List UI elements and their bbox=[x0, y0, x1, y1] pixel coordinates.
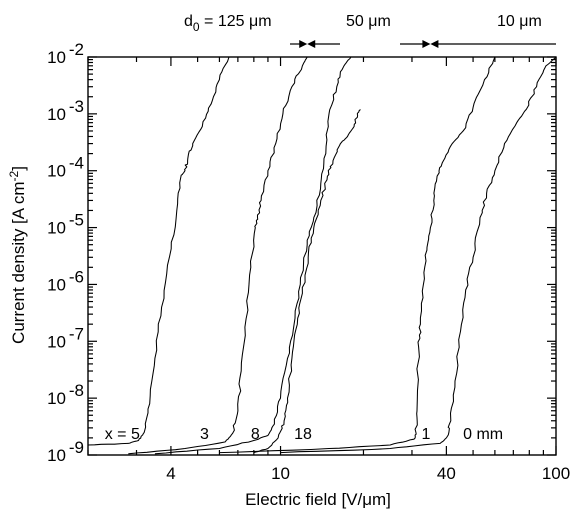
spacing-label-50: 50 μm bbox=[346, 13, 391, 30]
spacing-label-125: d0 = 125 μm bbox=[184, 13, 272, 34]
arrowhead-50-left bbox=[307, 40, 316, 48]
y-axis-label: Current density [A cm-2] bbox=[7, 166, 28, 344]
y-tick-label: 10 bbox=[47, 219, 66, 238]
curve-series-1 bbox=[128, 56, 308, 455]
curve-label-group: x = 5 3 8 18 1 0 mm bbox=[105, 426, 503, 443]
curve-series-3 bbox=[253, 109, 361, 454]
y-tick-exponent: -5 bbox=[69, 211, 84, 230]
x-tick-label: 100 bbox=[542, 464, 570, 483]
x-tick-label: 40 bbox=[437, 464, 456, 483]
y-tick-exponent: -3 bbox=[69, 97, 84, 116]
curve-series-2 bbox=[154, 56, 352, 455]
curve-group bbox=[87, 56, 557, 455]
y-tick-label: 10 bbox=[47, 446, 66, 465]
y-tick-exponent: -6 bbox=[69, 267, 84, 286]
curve-label-4: 1 bbox=[422, 426, 431, 443]
y-tick-label: 10 bbox=[47, 162, 66, 181]
curve-series-4 bbox=[219, 56, 496, 454]
x-tick-label: 10 bbox=[271, 464, 290, 483]
arrowhead-50-right bbox=[422, 40, 431, 48]
y-tick-label: 10 bbox=[47, 105, 66, 124]
y-tick-exponent: -7 bbox=[69, 324, 84, 343]
curve-label-5: 0 mm bbox=[463, 426, 503, 443]
tick-group: 10 -910 -810 -710 -610 -510 -410 -310 -24 10 40 100 bbox=[47, 40, 570, 483]
y-tick-exponent: -8 bbox=[69, 381, 84, 400]
curve-series-5 bbox=[280, 56, 557, 454]
y-tick-label: 10 bbox=[47, 48, 66, 67]
x-tick-label: 4 bbox=[166, 464, 175, 483]
arrowhead-125-right bbox=[299, 40, 308, 48]
y-tick-exponent: -2 bbox=[69, 40, 84, 59]
x-axis-label: Electric field [V/μm] bbox=[245, 490, 391, 509]
plot-frame bbox=[87, 56, 557, 456]
plot-area bbox=[87, 56, 557, 456]
curve-label-1: 3 bbox=[200, 426, 209, 443]
y-tick-exponent: -4 bbox=[69, 154, 84, 173]
y-tick-label: 10 bbox=[47, 389, 66, 408]
spacing-annotation-group: d0 = 125 μm 50 μm 10 μm bbox=[184, 13, 556, 48]
curve-label-0: x = 5 bbox=[105, 426, 140, 443]
spacing-label-10: 10 μm bbox=[497, 13, 542, 30]
y-tick-exponent: -9 bbox=[69, 438, 84, 457]
y-tick-label: 10 bbox=[47, 275, 66, 294]
curve-series-0 bbox=[87, 56, 230, 446]
curve-label-3: 18 bbox=[294, 426, 312, 443]
curve-label-2: 8 bbox=[251, 426, 260, 443]
y-tick-label: 10 bbox=[47, 332, 66, 351]
arrowhead-10-left bbox=[430, 40, 439, 48]
